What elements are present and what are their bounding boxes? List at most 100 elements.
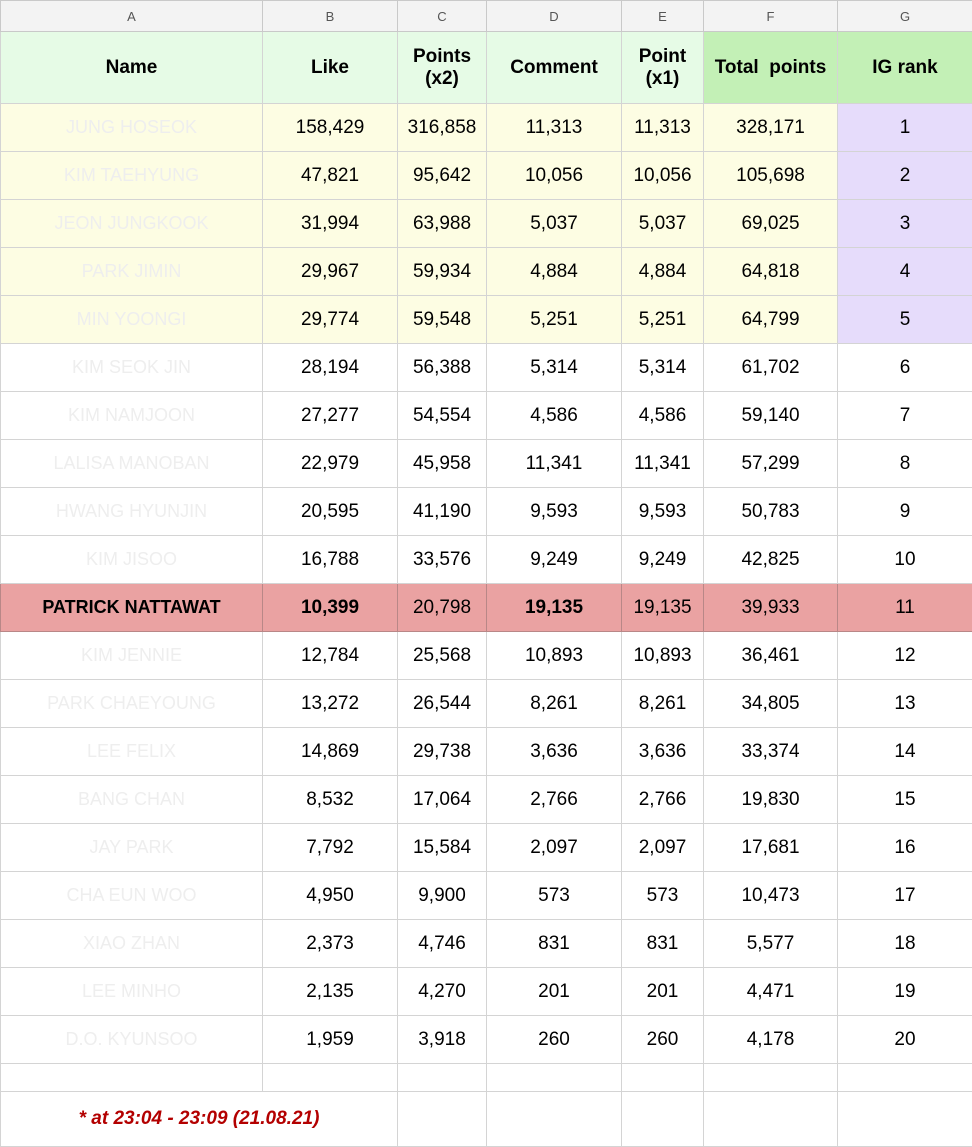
cell-points-x2[interactable]: 17,064: [398, 776, 487, 824]
empty-cell[interactable]: [487, 1092, 622, 1147]
cell-point-x1[interactable]: 5,037: [622, 200, 704, 248]
cell-name[interactable]: PARK CHAEYOUNG: [1, 680, 263, 728]
empty-cell[interactable]: [1, 1064, 263, 1092]
cell-point-x1[interactable]: 4,586: [622, 392, 704, 440]
cell-comment[interactable]: 260: [487, 1016, 622, 1064]
cell-name[interactable]: LEE MINHO: [1, 968, 263, 1016]
cell-name[interactable]: MIN YOONGI: [1, 296, 263, 344]
cell-like[interactable]: 27,277: [263, 392, 398, 440]
timestamp-note[interactable]: * at 23:04 - 23:09 (21.08.21): [1, 1092, 398, 1147]
cell-comment[interactable]: 201: [487, 968, 622, 1016]
cell-total-points[interactable]: 17,681: [704, 824, 838, 872]
cell-like[interactable]: 12,784: [263, 632, 398, 680]
cell-comment[interactable]: 11,341: [487, 440, 622, 488]
cell-point-x1[interactable]: 4,884: [622, 248, 704, 296]
cell-points-x2[interactable]: 63,988: [398, 200, 487, 248]
cell-point-x1[interactable]: 573: [622, 872, 704, 920]
cell-points-x2[interactable]: 54,554: [398, 392, 487, 440]
cell-total-points[interactable]: 64,818: [704, 248, 838, 296]
cell-like[interactable]: 8,532: [263, 776, 398, 824]
cell-point-x1[interactable]: 11,341: [622, 440, 704, 488]
cell-like[interactable]: 29,967: [263, 248, 398, 296]
cell-name[interactable]: JUNG HOSEOK: [1, 104, 263, 152]
empty-cell[interactable]: [838, 1092, 972, 1147]
cell-ig-rank[interactable]: 10: [838, 536, 972, 584]
column-header-a[interactable]: A: [1, 1, 263, 32]
cell-like[interactable]: 1,959: [263, 1016, 398, 1064]
cell-total-points[interactable]: 61,702: [704, 344, 838, 392]
cell-points-x2[interactable]: 29,738: [398, 728, 487, 776]
empty-cell[interactable]: [838, 1064, 972, 1092]
cell-name[interactable]: HWANG HYUNJIN: [1, 488, 263, 536]
cell-point-x1[interactable]: 8,261: [622, 680, 704, 728]
cell-total-points[interactable]: 5,577: [704, 920, 838, 968]
empty-cell[interactable]: [622, 1092, 704, 1147]
cell-ig-rank[interactable]: 14: [838, 728, 972, 776]
cell-total-points[interactable]: 57,299: [704, 440, 838, 488]
cell-name[interactable]: KIM NAMJOON: [1, 392, 263, 440]
cell-name[interactable]: CHA EUN WOO: [1, 872, 263, 920]
cell-like[interactable]: 2,135: [263, 968, 398, 1016]
cell-like[interactable]: 14,869: [263, 728, 398, 776]
cell-name[interactable]: KIM JENNIE: [1, 632, 263, 680]
cell-name[interactable]: LEE FELIX: [1, 728, 263, 776]
cell-like[interactable]: 29,774: [263, 296, 398, 344]
cell-comment[interactable]: 2,766: [487, 776, 622, 824]
cell-comment[interactable]: 573: [487, 872, 622, 920]
cell-points-x2[interactable]: 33,576: [398, 536, 487, 584]
cell-point-x1[interactable]: 11,313: [622, 104, 704, 152]
cell-ig-rank[interactable]: 2: [838, 152, 972, 200]
cell-total-points[interactable]: 39,933: [704, 584, 838, 632]
cell-total-points[interactable]: 59,140: [704, 392, 838, 440]
header-points-x2[interactable]: Points (x2): [398, 32, 487, 104]
cell-like[interactable]: 10,399: [263, 584, 398, 632]
cell-point-x1[interactable]: 9,593: [622, 488, 704, 536]
cell-points-x2[interactable]: 25,568: [398, 632, 487, 680]
cell-point-x1[interactable]: 10,893: [622, 632, 704, 680]
cell-point-x1[interactable]: 5,251: [622, 296, 704, 344]
cell-ig-rank[interactable]: 3: [838, 200, 972, 248]
cell-like[interactable]: 28,194: [263, 344, 398, 392]
cell-total-points[interactable]: 33,374: [704, 728, 838, 776]
cell-name[interactable]: JAY PARK: [1, 824, 263, 872]
cell-ig-rank[interactable]: 11: [838, 584, 972, 632]
cell-comment[interactable]: 2,097: [487, 824, 622, 872]
cell-ig-rank[interactable]: 15: [838, 776, 972, 824]
cell-total-points[interactable]: 34,805: [704, 680, 838, 728]
cell-points-x2[interactable]: 4,270: [398, 968, 487, 1016]
cell-like[interactable]: 20,595: [263, 488, 398, 536]
cell-point-x1[interactable]: 3,636: [622, 728, 704, 776]
cell-comment[interactable]: 9,593: [487, 488, 622, 536]
cell-like[interactable]: 2,373: [263, 920, 398, 968]
column-header-f[interactable]: F: [704, 1, 838, 32]
cell-like[interactable]: 47,821: [263, 152, 398, 200]
empty-cell[interactable]: [704, 1092, 838, 1147]
cell-points-x2[interactable]: 4,746: [398, 920, 487, 968]
cell-name[interactable]: XIAO ZHAN: [1, 920, 263, 968]
cell-ig-rank[interactable]: 9: [838, 488, 972, 536]
column-header-e[interactable]: E: [622, 1, 704, 32]
cell-point-x1[interactable]: 2,097: [622, 824, 704, 872]
cell-name[interactable]: KIM TAEHYUNG: [1, 152, 263, 200]
cell-ig-rank[interactable]: 5: [838, 296, 972, 344]
cell-total-points[interactable]: 105,698: [704, 152, 838, 200]
cell-like[interactable]: 158,429: [263, 104, 398, 152]
cell-comment[interactable]: 831: [487, 920, 622, 968]
cell-comment[interactable]: 10,893: [487, 632, 622, 680]
cell-name[interactable]: PATRICK NATTAWAT: [1, 584, 263, 632]
cell-point-x1[interactable]: 5,314: [622, 344, 704, 392]
cell-ig-rank[interactable]: 17: [838, 872, 972, 920]
cell-comment[interactable]: 11,313: [487, 104, 622, 152]
cell-ig-rank[interactable]: 13: [838, 680, 972, 728]
cell-point-x1[interactable]: 831: [622, 920, 704, 968]
cell-ig-rank[interactable]: 18: [838, 920, 972, 968]
cell-name[interactable]: D.O. KYUNSOO: [1, 1016, 263, 1064]
cell-like[interactable]: 4,950: [263, 872, 398, 920]
cell-comment[interactable]: 5,251: [487, 296, 622, 344]
cell-points-x2[interactable]: 3,918: [398, 1016, 487, 1064]
cell-ig-rank[interactable]: 20: [838, 1016, 972, 1064]
cell-point-x1[interactable]: 19,135: [622, 584, 704, 632]
cell-total-points[interactable]: 10,473: [704, 872, 838, 920]
cell-ig-rank[interactable]: 6: [838, 344, 972, 392]
cell-comment[interactable]: 9,249: [487, 536, 622, 584]
